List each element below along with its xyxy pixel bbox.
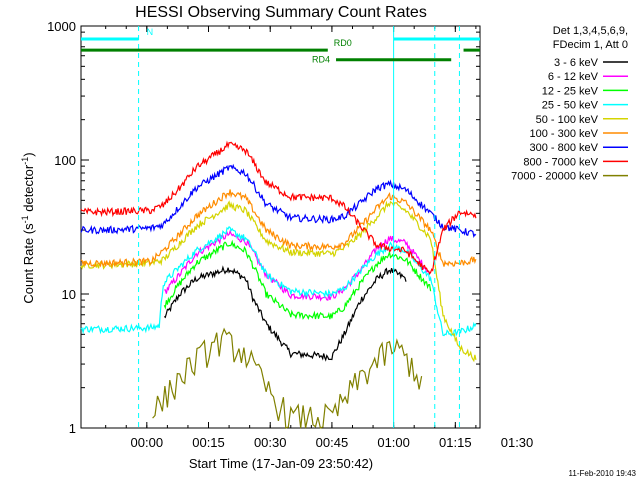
x-tick-label: 00:15: [192, 435, 225, 450]
x-tick-label: 01:15: [439, 435, 472, 450]
legend-header-line-2: FDecim 1, Att 0: [553, 39, 628, 51]
interval-label: N: [147, 27, 154, 37]
x-tick-labels: 00:00 00:15 00:30 00:45 01:00 01:15 01:30: [131, 435, 534, 450]
series-line: [80, 200, 477, 363]
interval-label: RD4: [312, 55, 330, 65]
y-tick-label: 1: [69, 421, 76, 436]
x-tick-label: 01:30: [501, 435, 534, 450]
series-line: [80, 189, 477, 269]
y-axis-label: Count Rate (s-1 detector-1): [20, 152, 36, 303]
legend-label: 7000 - 20000 keV: [511, 171, 599, 183]
legend-label: 800 - 7000 keV: [523, 156, 598, 168]
x-tick-label: 00:00: [131, 435, 164, 450]
series-line: [163, 239, 432, 321]
footer-timestamp: 11-Feb-2010 19:43: [569, 469, 637, 478]
x-tick-label: 00:30: [254, 435, 287, 450]
y-tick-label: 10: [62, 287, 76, 302]
y-tick-labels: 1 10 100 1000: [47, 19, 76, 436]
legend-label: 3 - 6 keV: [554, 57, 599, 69]
legend-items: 3 - 6 keV 6 - 12 keV 12 - 25 keV 25 - 50 ke…: [511, 57, 628, 183]
chart-title: HESSI Observing Summary Count Rates: [135, 4, 427, 21]
plot-frame: [80, 25, 481, 429]
x-axis-label: Start Time (17-Jan-09 23:50:42): [189, 456, 373, 471]
plot-area: [80, 25, 481, 429]
legend-label: 6 - 12 keV: [548, 71, 599, 83]
legend-label: 50 - 100 keV: [536, 114, 599, 126]
legend-label: 25 - 50 keV: [542, 100, 599, 112]
series-line: [164, 229, 431, 302]
interval-layer: N RD0 RD4: [81, 26, 480, 428]
x-tick-label: 00:45: [316, 435, 349, 450]
legend-label: 100 - 300 keV: [530, 128, 599, 140]
series-line: [80, 226, 477, 337]
series-line: [163, 265, 407, 362]
series-line: [152, 327, 423, 429]
legend-label: 12 - 25 keV: [542, 85, 599, 97]
x-tick-label: 01:00: [377, 435, 410, 450]
series-layer: [80, 140, 477, 429]
y-tick-label: 100: [54, 153, 76, 168]
y-tick-label: 1000: [47, 19, 76, 34]
legend: Det 1,3,4,5,6,9, FDecim 1, Att 0 3 - 6 k…: [511, 25, 628, 183]
series-line: [80, 163, 477, 238]
series-line: [80, 140, 477, 276]
legend-header-line-1: Det 1,3,4,5,6,9,: [553, 25, 628, 37]
interval-label: RD0: [334, 38, 352, 48]
legend-label: 300 - 800 keV: [530, 142, 599, 154]
